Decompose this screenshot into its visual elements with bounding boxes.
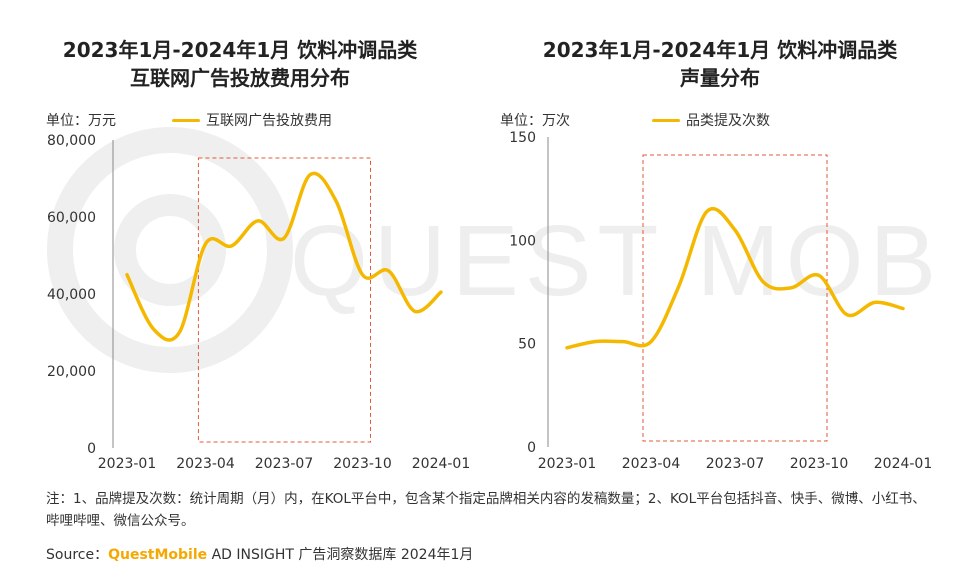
source-line: Source：QuestMobile AD INSIGHT 广告洞察数据库 20… — [46, 544, 473, 564]
x-tick-label: 2023-10 — [790, 456, 849, 472]
volume-title-line1: 2023年1月-2024年1月 饮料冲调品类 — [542, 38, 898, 62]
x-tick-label: 2024-01 — [412, 456, 471, 472]
legend-line-icon — [172, 118, 200, 122]
y-tick-label: 50 — [518, 337, 536, 353]
volume-line-chart: 0 50 100 150 2023-01 2023-04 2023-07 2023-10 202… — [509, 130, 933, 472]
source-label: Source： — [46, 547, 109, 563]
x-tick-label: 2023-07 — [255, 456, 314, 472]
ad-spend-line-chart: 0 20,000 40,000 60,000 80,000 2023-01 2023-04 2… — [47, 133, 471, 472]
highlight-period-box — [642, 154, 828, 442]
highlight-period-box — [197, 157, 371, 443]
y-tick-label: 20,000 — [47, 364, 96, 380]
volume-unit-label: 单位：万次 — [500, 113, 570, 129]
y-tick-label: 60,000 — [47, 210, 96, 226]
source-brand: QuestMobile — [108, 547, 208, 563]
volume-title-line2: 声量分布 — [680, 66, 760, 90]
ad-spend-unit-label: 单位：万元 — [46, 113, 116, 129]
x-tick-label: 2024-01 — [874, 456, 933, 472]
series-line — [565, 206, 905, 350]
ad-spend-legend-label: 互联网广告投放费用 — [206, 113, 332, 129]
y-tick-label: 150 — [509, 130, 536, 146]
ad-spend-chart-title: 2023年1月-2024年1月 饮料冲调品类 互联网广告投放费用分布 — [0, 36, 480, 92]
x-tick-label: 2023-04 — [176, 456, 235, 472]
x-tick-label: 2023-10 — [333, 456, 392, 472]
source-rest: AD INSIGHT 广告洞察数据库 2024年1月 — [207, 547, 474, 563]
volume-legend-label: 品类提及次数 — [686, 113, 770, 129]
y-tick-label: 100 — [509, 233, 536, 249]
volume-chart-panel: 2023年1月-2024年1月 饮料冲调品类 声量分布 单位：万次 品类提及次数… — [480, 0, 960, 480]
volume-chart-title: 2023年1月-2024年1月 饮料冲调品类 声量分布 — [480, 36, 960, 92]
y-tick-label: 80,000 — [47, 133, 96, 149]
series-line — [125, 171, 443, 342]
y-tick-label: 0 — [527, 440, 536, 456]
ad-spend-title-line1: 2023年1月-2024年1月 饮料冲调品类 — [62, 38, 418, 62]
x-tick-label: 2023-07 — [706, 456, 765, 472]
y-tick-label: 40,000 — [47, 287, 96, 303]
x-tick-label: 2023-01 — [98, 456, 157, 472]
legend-line-icon — [652, 118, 680, 122]
ad-spend-legend: 互联网广告投放费用 — [172, 110, 332, 130]
x-tick-label: 2023-01 — [538, 456, 597, 472]
ad-spend-title-line2: 互联网广告投放费用分布 — [130, 66, 350, 90]
ad-spend-chart-panel: 2023年1月-2024年1月 饮料冲调品类 互联网广告投放费用分布 单位：万元… — [0, 0, 480, 480]
volume-legend: 品类提及次数 — [652, 110, 770, 130]
footnote: 注：1、品牌提及次数：统计周期（月）内，在KOL平台中，包含某个指定品牌相关内容… — [46, 491, 926, 529]
y-tick-label: 0 — [87, 441, 96, 457]
x-tick-label: 2023-04 — [622, 456, 681, 472]
